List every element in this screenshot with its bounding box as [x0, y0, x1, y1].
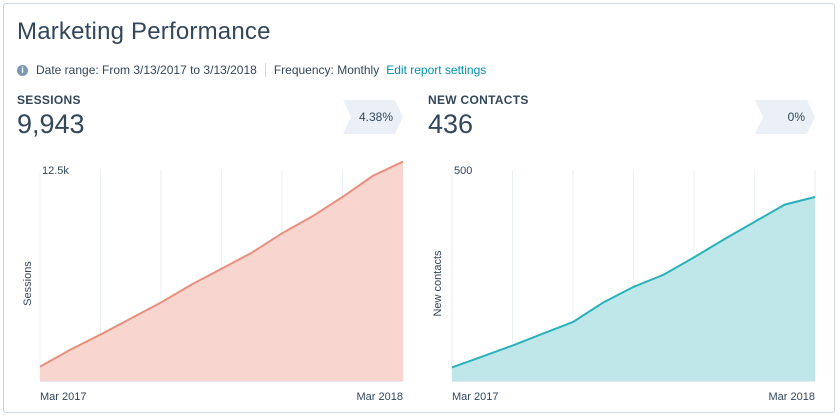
new-contacts-change-value: 0%	[787, 110, 805, 124]
frequency-text: Frequency: Monthly	[273, 63, 380, 77]
contacts-area	[452, 197, 815, 381]
badge-arrow-shape	[755, 100, 815, 134]
new-contacts-label: NEW CONTACTS	[428, 93, 529, 107]
contacts-y-max-label: 500	[454, 165, 472, 177]
new-contacts-change-badge: 0%	[755, 100, 815, 134]
sessions-y-axis-title: Sessions	[22, 261, 34, 306]
info-icon: i	[17, 64, 28, 76]
sessions-change-badge: 4.38%	[343, 100, 403, 134]
sessions-y-max-label: 12.5k	[42, 165, 69, 177]
badge-arrow-shape	[343, 100, 403, 134]
sessions-x-tick-label: Mar 2017	[40, 391, 86, 403]
sessions-series-line	[39, 160, 404, 368]
contacts-series-line	[451, 196, 816, 369]
new-contacts-value: 436	[428, 109, 474, 139]
contacts-y-axis-title: New contacts	[432, 250, 444, 317]
report-meta-bar: i Date range: From 3/13/2017 to 3/13/201…	[17, 62, 486, 78]
contacts-x-tick-label: Mar 2018	[769, 391, 815, 403]
sessions-label: SESSIONS	[17, 93, 81, 107]
edit-report-settings-link[interactable]: Edit report settings	[386, 63, 487, 77]
sessions-change-value: 4.38%	[358, 110, 393, 124]
date-range-text: Date range: From 3/13/2017 to 3/13/2018	[36, 63, 257, 77]
contacts-x-tick-label: Mar 2017	[452, 391, 498, 403]
sessions-x-tick-label: Mar 2018	[357, 391, 403, 403]
meta-divider	[264, 63, 266, 77]
page-title: Marketing Performance	[17, 18, 271, 45]
sessions-value: 9,943	[17, 109, 85, 139]
